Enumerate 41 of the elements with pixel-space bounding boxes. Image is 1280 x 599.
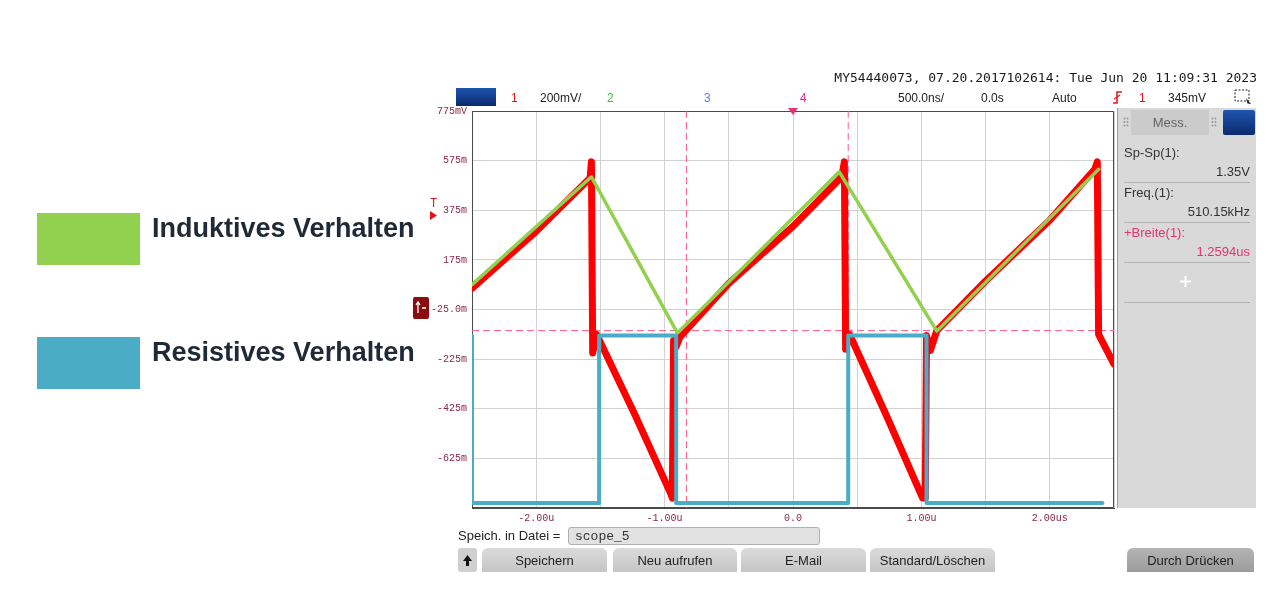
x-tick-label: 0.0 — [783, 512, 803, 524]
y-tick-label: -225m — [436, 353, 467, 365]
x-tick-label: -1.00u — [646, 512, 683, 524]
text: 345mV — [1168, 91, 1207, 106]
button: Neu aufrufen — [613, 548, 737, 572]
text-field: scope_5 — [568, 527, 820, 545]
button: E-Mail — [741, 548, 866, 572]
text: 4 — [800, 91, 807, 106]
text: 1.35V — [1216, 164, 1250, 180]
text: Speich. in Datei = — [458, 528, 561, 544]
text: 1.2594us — [1196, 244, 1250, 260]
text: Auto — [1052, 91, 1077, 106]
text: 2 — [607, 91, 614, 106]
text: Sp-Sp(1): — [1124, 145, 1180, 161]
text: +Breite(1): — [1124, 225, 1186, 241]
button: Speichern — [482, 548, 607, 572]
y-tick-label: 575m — [442, 155, 467, 167]
y-tick-label: 775mV — [436, 105, 467, 117]
text: MY54440073, 07.20.2017102614: Tue Jun 20 11:09:31 2023 — [834, 70, 1257, 86]
text: 510.15kHz — [1187, 204, 1250, 220]
text: 500.0ns/ — [898, 91, 945, 106]
y-tick-label: -425m — [436, 403, 467, 415]
x-tick-label: 2.00us — [1031, 512, 1068, 524]
y-tick-label: -625m — [436, 453, 467, 465]
text: 3 — [704, 91, 711, 106]
text: 1 — [1139, 91, 1146, 106]
button: Durch Drücken — [1127, 548, 1254, 572]
text: 1 — [511, 91, 518, 106]
y-tick-label: 375m — [442, 204, 467, 216]
text: 200mV/ — [540, 91, 582, 106]
x-tick-label: 1.00u — [906, 512, 937, 524]
text: T — [430, 197, 438, 212]
text: 0.0s — [981, 91, 1004, 106]
y-tick-label: 175m — [442, 254, 467, 266]
legend-label: Resistives Verhalten — [152, 337, 415, 369]
text: Freq.(1): — [1124, 185, 1174, 201]
legend-label: Induktives Verhalten — [152, 213, 415, 245]
y-tick-label: -25.0m — [430, 304, 467, 316]
tab: Mess. — [1131, 110, 1209, 135]
button: Standard/Löschen — [870, 548, 995, 572]
x-tick-label: -2.00u — [518, 512, 555, 524]
